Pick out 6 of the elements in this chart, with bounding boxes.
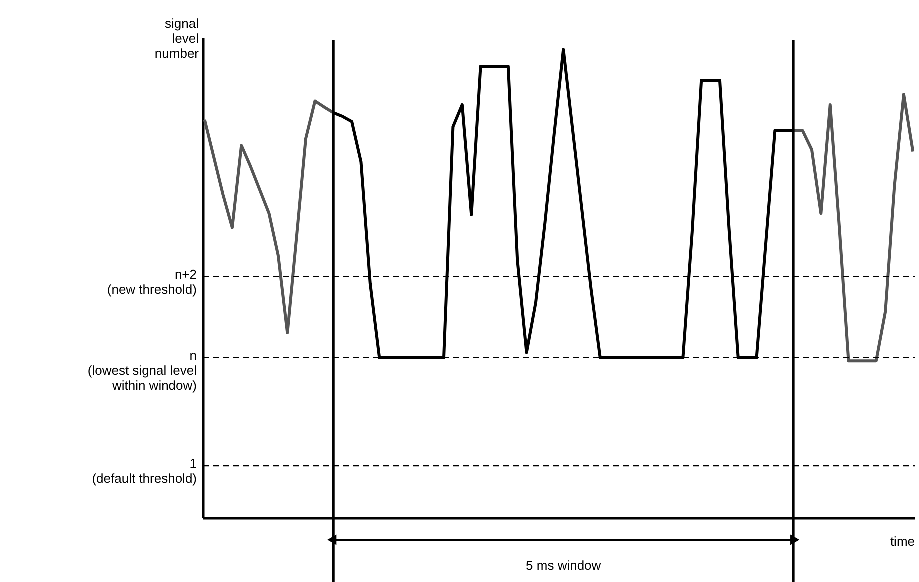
x-axis-title: time [890,534,915,549]
ref-line-label: n+2 (new threshold) [107,266,197,297]
y-axis-title: signal level number [154,16,200,61]
ref-line-label: n (lowest signal level within window) [88,348,198,393]
ref-line-label: 1 (default threshold) [92,456,197,486]
text: 5 ms window [526,558,602,573]
